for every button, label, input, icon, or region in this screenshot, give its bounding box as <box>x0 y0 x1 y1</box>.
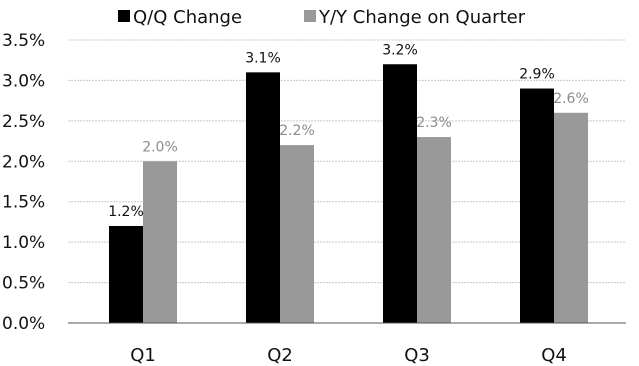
data-label-qq-q1: 1.2% <box>108 204 144 220</box>
data-label-qq-q4: 2.9% <box>519 67 555 83</box>
y-tick-label: 0.0% <box>2 314 45 334</box>
bar-yy-q4 <box>554 112 588 324</box>
y-tick-label: 1.0% <box>2 233 45 253</box>
legend-swatch-qq <box>118 10 130 22</box>
x-tick-label: Q3 <box>404 345 430 366</box>
data-label-yy-q4: 2.6% <box>553 91 589 107</box>
bar-yy-q2 <box>280 145 314 323</box>
y-axis-ticks: 0.0% 0.5% 1.0% 1.5% 2.0% 2.5% 3.0% 3.5% <box>2 31 45 334</box>
y-tick-label: 2.5% <box>2 112 45 132</box>
x-tick-label: Q2 <box>267 345 293 366</box>
y-tick-label: 2.0% <box>2 152 45 172</box>
y-tick-label: 1.5% <box>2 193 45 213</box>
legend-label-yy: Y/Y Change on Quarter <box>318 7 526 28</box>
y-tick-label: 0.5% <box>2 274 45 294</box>
bar-qq-q1 <box>109 225 143 323</box>
x-axis-ticks: Q1 Q2 Q3 Q4 <box>130 345 567 366</box>
legend-label-qq: Q/Q Change <box>133 7 242 28</box>
data-label-yy-q3: 2.3% <box>416 115 452 131</box>
bars <box>109 64 588 324</box>
y-tick-label: 3.5% <box>2 31 45 51</box>
bar-qq-q4 <box>520 88 554 323</box>
bar-qq-q3 <box>383 64 417 323</box>
x-tick-label: Q1 <box>130 345 156 366</box>
legend: Q/Q Change Y/Y Change on Quarter <box>118 7 526 28</box>
data-label-qq-q2: 3.1% <box>245 50 281 66</box>
x-tick-label: Q4 <box>541 345 567 366</box>
bar-qq-q2 <box>246 72 280 323</box>
legend-swatch-yy <box>304 10 316 22</box>
y-tick-label: 3.0% <box>2 71 45 91</box>
bar-yy-q1 <box>143 161 177 323</box>
data-label-qq-q3: 3.2% <box>382 42 418 58</box>
data-labels: 1.2% 2.0% 3.1% 2.2% 3.2% 2.3% 2.9% 2.6% <box>108 42 589 220</box>
data-label-yy-q1: 2.0% <box>142 139 178 155</box>
data-label-yy-q2: 2.2% <box>279 123 315 139</box>
bar-yy-q3 <box>417 137 451 323</box>
